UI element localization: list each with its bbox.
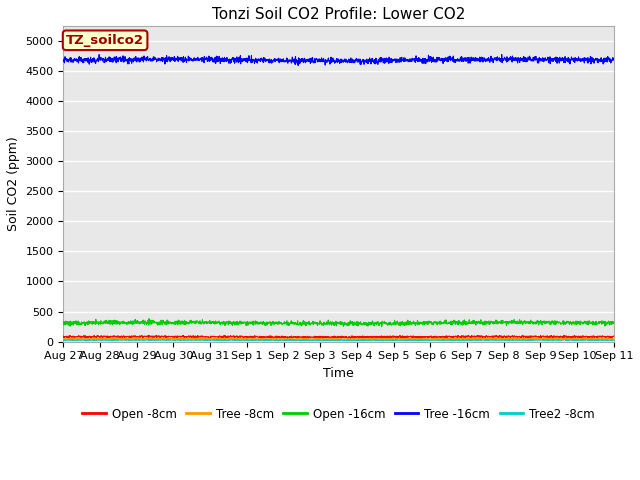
Title: Tonzi Soil CO2 Profile: Lower CO2: Tonzi Soil CO2 Profile: Lower CO2 [212, 7, 465, 22]
Y-axis label: Soil CO2 (ppm): Soil CO2 (ppm) [7, 136, 20, 231]
Text: TZ_soilco2: TZ_soilco2 [66, 34, 144, 47]
X-axis label: Time: Time [323, 367, 354, 380]
Legend: Open -8cm, Tree -8cm, Open -16cm, Tree -16cm, Tree2 -8cm: Open -8cm, Tree -8cm, Open -16cm, Tree -… [77, 403, 600, 425]
